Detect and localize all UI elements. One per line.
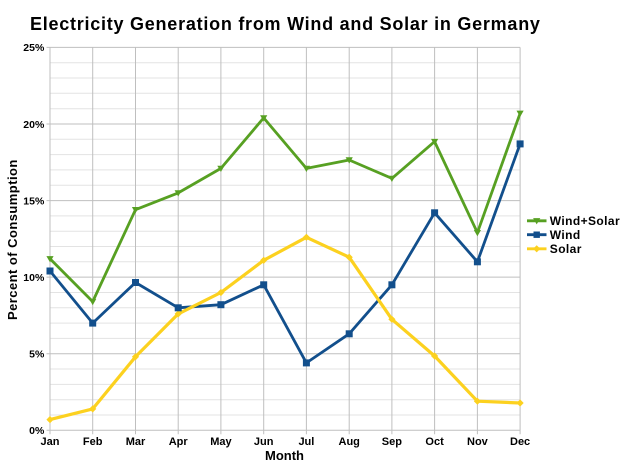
- svg-text:Month: Month: [265, 448, 304, 463]
- svg-text:May: May: [210, 436, 232, 448]
- svg-text:25%: 25%: [23, 42, 45, 54]
- svg-text:5%: 5%: [29, 349, 45, 361]
- svg-text:0%: 0%: [29, 425, 45, 437]
- svg-text:Jun: Jun: [254, 436, 274, 448]
- svg-text:Nov: Nov: [467, 436, 489, 448]
- svg-text:10%: 10%: [23, 272, 45, 284]
- svg-text:Aug: Aug: [339, 436, 360, 448]
- svg-text:Apr: Apr: [169, 436, 189, 448]
- svg-text:Wind+Solar: Wind+Solar: [550, 214, 620, 228]
- svg-text:Wind: Wind: [550, 228, 581, 242]
- svg-text:Feb: Feb: [83, 436, 103, 448]
- svg-text:15%: 15%: [23, 195, 45, 207]
- svg-text:Jul: Jul: [298, 436, 314, 448]
- svg-text:Sep: Sep: [382, 436, 402, 448]
- svg-text:Oct: Oct: [425, 436, 444, 448]
- svg-text:Mar: Mar: [126, 436, 146, 448]
- svg-text:Dec: Dec: [510, 436, 530, 448]
- svg-text:Solar: Solar: [550, 242, 582, 256]
- svg-text:Jan: Jan: [41, 436, 60, 448]
- svg-text:Electricity Generation from Wi: Electricity Generation from Wind and Sol…: [30, 14, 541, 34]
- svg-text:Percent of Consumption: Percent of Consumption: [5, 159, 20, 320]
- svg-text:20%: 20%: [23, 119, 45, 131]
